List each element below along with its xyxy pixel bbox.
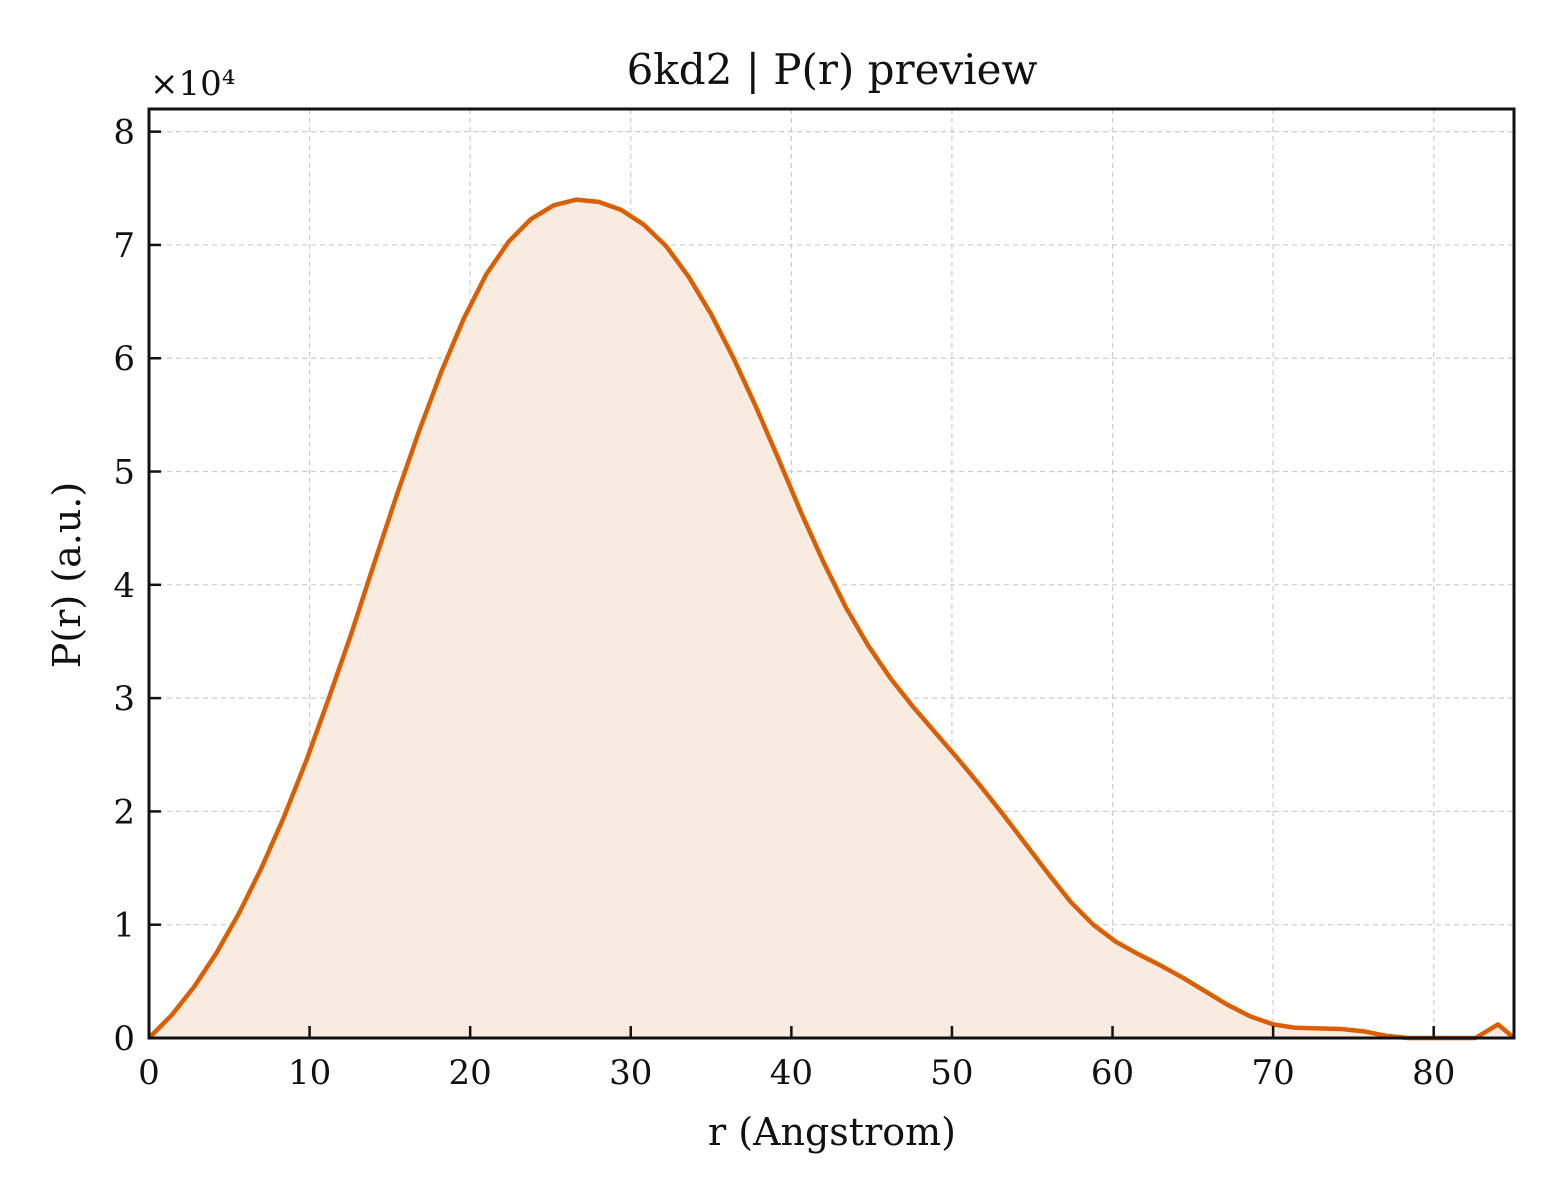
y-tick-label: 1 [113, 906, 135, 946]
plot-frame [147, 107, 1516, 1040]
ticks: 0 10 20 30 40 50 60 70 80 0 1 2 3 4 5 6 7 8 [113, 113, 1455, 1093]
x-tick-label: 50 [930, 1053, 973, 1093]
y-tick-label: 6 [113, 339, 135, 379]
y-tick-label: 3 [113, 679, 135, 719]
series-line [147, 197, 1516, 1041]
y-tick-label: 8 [113, 113, 135, 153]
y-tick-label: 4 [113, 566, 135, 606]
chart-title: 6kd2 | P(r) preview [627, 45, 1038, 94]
x-tick-label: 70 [1251, 1053, 1294, 1093]
x-tick-label: 60 [1091, 1053, 1134, 1093]
y-tick-label: 2 [113, 792, 135, 832]
x-tick-label: 0 [138, 1053, 160, 1093]
area-fill [149, 199, 1514, 1038]
y-axis-label: P(r) (a.u.) [45, 482, 89, 668]
y-tick-label: 7 [113, 226, 135, 266]
x-tick-label: 30 [609, 1053, 652, 1093]
x-tick-label: 40 [770, 1053, 813, 1093]
y-tick-label: 5 [113, 453, 135, 493]
y-tick-label: 0 [113, 1019, 135, 1059]
x-tick-label: 20 [449, 1053, 492, 1093]
x-tick-label: 10 [288, 1053, 331, 1093]
y-axis-multiplier: ×10⁴ [150, 64, 235, 104]
x-axis-label: r (Angstrom) [708, 1110, 956, 1154]
x-tick-label: 80 [1412, 1053, 1455, 1093]
